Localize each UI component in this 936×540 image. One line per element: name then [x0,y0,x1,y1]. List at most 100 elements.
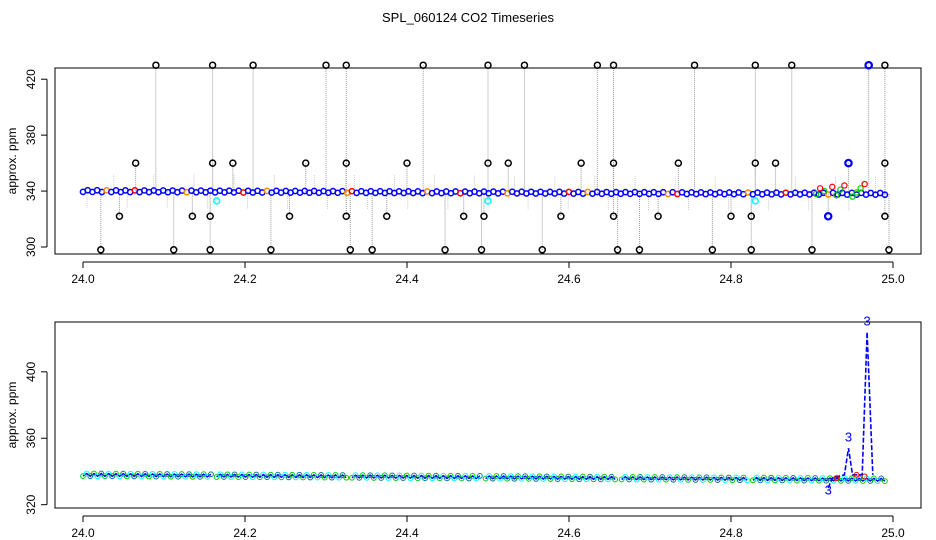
outlier-point [538,246,547,254]
data-point [186,471,192,478]
data-point [651,474,658,480]
data-point [109,473,116,480]
outlier-point [383,212,391,220]
data-point [587,473,593,480]
outlier-point [577,159,585,167]
data-point [633,476,640,483]
outlier-point [229,159,237,167]
data-point [153,473,160,480]
data-point [396,472,403,479]
data-point [94,473,101,480]
data-point [400,475,407,482]
data-point [332,472,339,478]
data-point [127,470,134,477]
data-point [105,470,112,477]
data-point [572,473,579,480]
outlier-point [285,212,294,220]
data-point [429,475,436,482]
top-panel: approx. ppm 24.0 24.2 24.4 24.6 24.8 25.0 300 3… [5,60,922,286]
series-line-segment [216,473,347,479]
outlier-point [674,159,683,167]
data-point [882,478,888,484]
data-point [775,474,782,481]
data-point [816,185,824,192]
data-point [640,476,647,483]
outlier-point [403,159,411,167]
outlier-point [152,61,160,69]
data-point [303,471,310,478]
outlier-point [267,246,275,254]
top-y-axis-label: approx. ppm [5,128,19,195]
data-point [407,475,414,482]
data-point [881,191,889,199]
data-point [829,183,836,191]
data-point [182,473,189,480]
data-point [837,186,844,193]
data-point [80,473,86,480]
data-point [378,475,385,481]
data-point [473,475,480,482]
data-point [83,470,90,477]
data-point [848,475,855,482]
data-point [507,473,514,480]
x-tick-label: 24.2 [233,272,257,286]
y-tick-label: 300 [24,237,38,257]
data-point [833,192,840,199]
data-point [699,477,706,483]
data-point [845,477,852,484]
data-point [522,473,529,480]
data-point [462,472,469,479]
data-point [722,477,728,484]
data-point [733,474,740,481]
data-point [786,477,793,484]
data-point [224,471,231,478]
data-point [246,471,252,478]
data-point [579,473,586,480]
data-point [318,472,324,478]
data-point [688,474,695,481]
outlier-point [881,61,889,69]
x-tick-label: 24.0 [71,272,95,286]
data-point [804,475,811,481]
data-point [138,473,145,480]
outlier-point [322,61,330,69]
outlier-point [613,246,622,254]
data-point [171,471,178,477]
data-point [771,477,778,484]
outlier-point [593,61,602,69]
outlier-point [206,212,214,220]
data-point [823,477,830,484]
data-point [440,472,447,479]
data-point [594,473,601,480]
outlier-point [747,212,755,220]
data-point [149,470,156,477]
outlier-point [480,212,488,220]
outlier-point [208,61,217,69]
outlier-point [654,212,662,220]
data-point [870,475,877,482]
data-point [208,471,214,478]
data-point [356,474,363,481]
data-point [677,476,684,483]
data-point [160,473,167,480]
data-point [833,475,840,482]
outlier-point [459,212,468,220]
data-point [403,472,410,479]
top-panel-marks [79,60,893,254]
data-point [681,474,688,481]
data-point [217,471,224,478]
data-point [477,473,483,479]
data-point [740,474,747,481]
chart-title: SPL_060124 CO2 Timeseries [382,10,554,25]
outlier-point [342,212,350,220]
data-point [674,474,680,481]
data-point [753,474,760,481]
outlier-point [881,159,889,167]
data-point [167,473,174,480]
data-point [98,470,105,477]
data-point [808,477,815,484]
data-point [374,472,381,479]
outlier-point [477,246,486,254]
data-point [793,477,800,484]
